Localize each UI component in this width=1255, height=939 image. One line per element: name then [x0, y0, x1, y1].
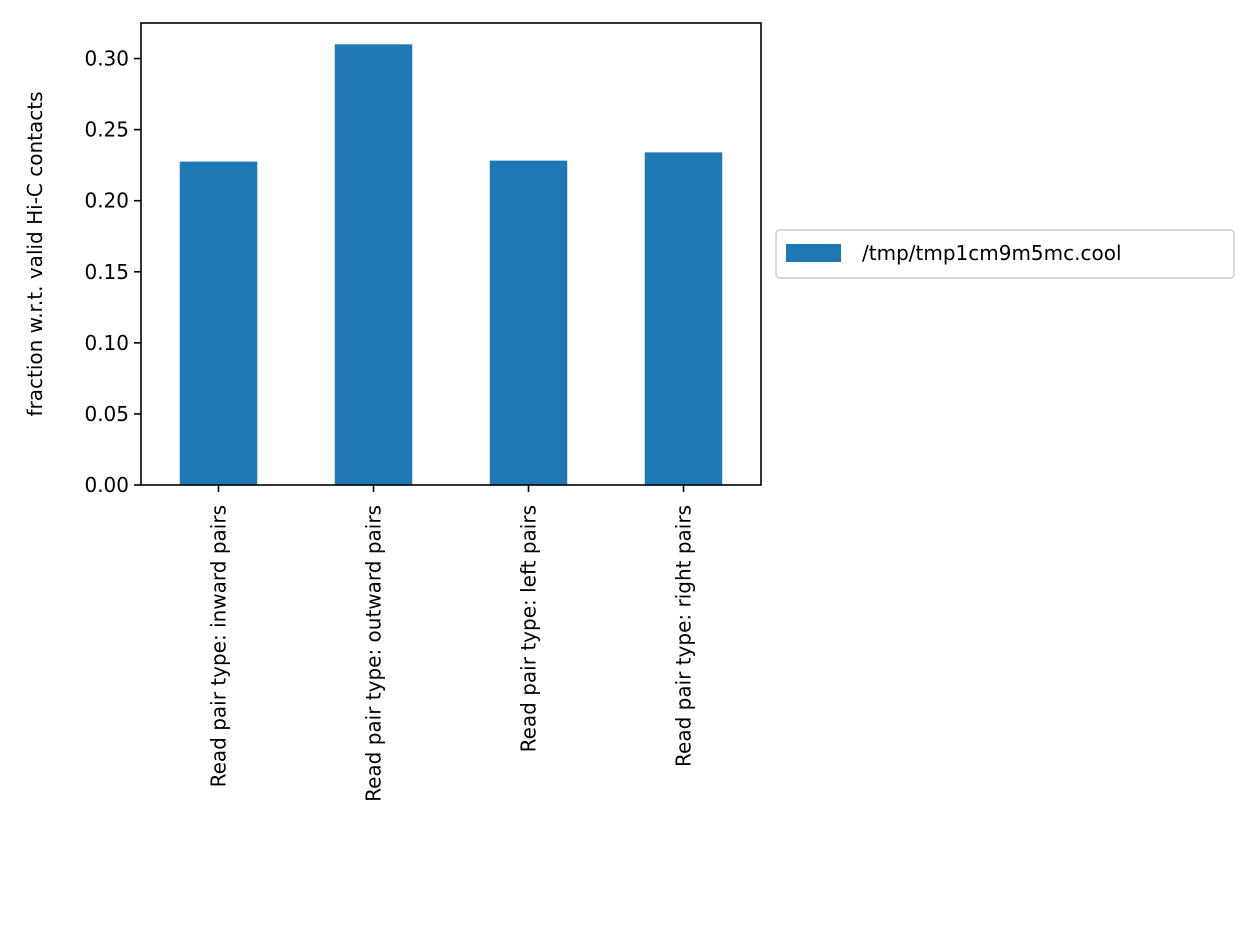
bar	[334, 44, 413, 485]
bar	[644, 152, 723, 486]
y-tick-label: 0.25	[84, 118, 129, 142]
legend-frame	[775, 229, 1235, 279]
legend-swatch	[786, 244, 841, 262]
legend: /tmp/tmp1cm9m5mc.cool	[775, 229, 1235, 279]
bar	[179, 161, 258, 485]
y-axis-title: fraction w.r.t. valid Hi-C contacts	[23, 91, 47, 416]
x-tick-label: Read pair type: inward pairs	[207, 505, 231, 787]
y-tick-label: 0.30	[84, 47, 129, 71]
y-tick-label: 0.15	[84, 260, 129, 284]
y-tick-label: 0.10	[84, 331, 129, 355]
x-tick-label: Read pair type: left pairs	[517, 505, 541, 752]
y-axis-ticks: 0.00 0.05 0.10 0.15 0.20 0.25 0.30	[84, 47, 141, 497]
x-tick-label: Read pair type: right pairs	[672, 505, 696, 767]
bar-series	[179, 44, 723, 486]
bar	[489, 160, 568, 485]
y-tick-label: 0.05	[84, 402, 129, 426]
x-tick-label: Read pair type: outward pairs	[362, 505, 386, 802]
legend-label: /tmp/tmp1cm9m5mc.cool	[862, 241, 1122, 265]
plot-area-frame	[140, 22, 762, 486]
y-tick-label: 0.20	[84, 189, 129, 213]
x-axis-ticks: Read pair type: inward pairs Read pair ty…	[207, 485, 696, 802]
y-tick-label: 0.00	[84, 473, 129, 497]
